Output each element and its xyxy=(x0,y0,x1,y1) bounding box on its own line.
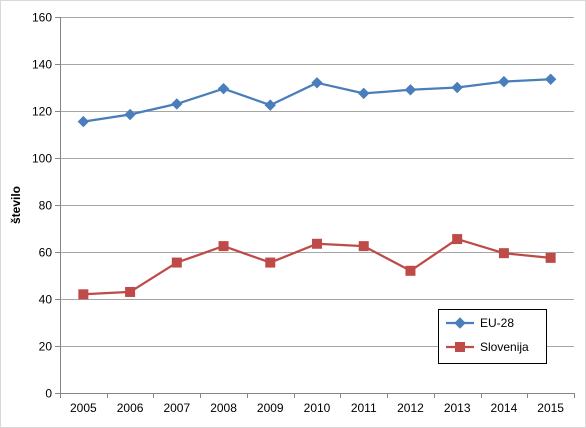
legend-item: Slovenija xyxy=(446,340,529,354)
y-tick-label: 80 xyxy=(39,199,53,213)
legend-marker xyxy=(454,317,466,329)
data-point xyxy=(171,257,182,268)
y-tick-label: 60 xyxy=(39,246,53,260)
x-tick-label: 2005 xyxy=(70,401,97,415)
legend-box xyxy=(438,309,547,364)
data-point xyxy=(452,234,463,245)
y-tick-label: 100 xyxy=(32,152,52,166)
x-tick-label: 2013 xyxy=(444,401,471,415)
legend-marker xyxy=(455,342,465,352)
data-point xyxy=(217,82,230,95)
x-tick-label: 2011 xyxy=(351,401,377,415)
axes xyxy=(55,17,575,398)
x-tick-label: 2014 xyxy=(491,401,518,415)
data-point xyxy=(358,241,369,252)
series-layer xyxy=(77,73,557,300)
data-point xyxy=(125,286,136,297)
y-tick-labels: 0 20 40 60 80 100 120 140 160 xyxy=(32,11,52,401)
data-point xyxy=(78,289,89,300)
x-tick-label: 2010 xyxy=(304,401,331,415)
data-point xyxy=(405,265,416,276)
y-tick-label: 0 xyxy=(45,387,52,401)
x-tick-label: 2009 xyxy=(257,401,284,415)
data-point xyxy=(171,98,183,110)
y-tick-label: 120 xyxy=(32,105,52,119)
y-tick-label: 40 xyxy=(39,293,53,307)
legend: EU-28 Slovenija xyxy=(438,309,547,364)
data-point xyxy=(265,257,276,268)
y-axis-title: število xyxy=(9,186,23,224)
legend-item: EU-28 xyxy=(446,316,514,330)
data-point xyxy=(451,81,463,94)
data-point xyxy=(544,73,557,85)
x-tick-label: 2006 xyxy=(117,401,144,415)
data-point xyxy=(77,115,90,128)
y-tick-label: 20 xyxy=(39,340,53,354)
series-slovenija xyxy=(78,234,556,300)
data-point xyxy=(358,87,370,100)
x-tick-label: 2007 xyxy=(163,401,190,415)
y-tick-label: 140 xyxy=(32,58,52,72)
x-tick-labels: 2005 2006 2007 2008 2009 2010 2011 2012 2013 2014… xyxy=(70,401,564,415)
x-tick-label: 2015 xyxy=(537,401,564,415)
legend-label: EU-28 xyxy=(480,316,514,330)
series-eu-28 xyxy=(77,73,557,128)
data-point xyxy=(545,252,556,263)
data-point xyxy=(498,248,509,259)
data-point xyxy=(311,77,323,89)
data-point xyxy=(498,75,510,88)
x-tick-label: 2008 xyxy=(210,401,237,415)
x-tick-label: 2012 xyxy=(397,401,424,415)
y-tick-label: 160 xyxy=(32,11,52,25)
data-point xyxy=(264,99,276,111)
data-point xyxy=(218,241,229,252)
data-point xyxy=(312,238,322,249)
data-point xyxy=(404,84,417,96)
data-point xyxy=(124,108,136,121)
legend-label: Slovenija xyxy=(480,340,529,354)
